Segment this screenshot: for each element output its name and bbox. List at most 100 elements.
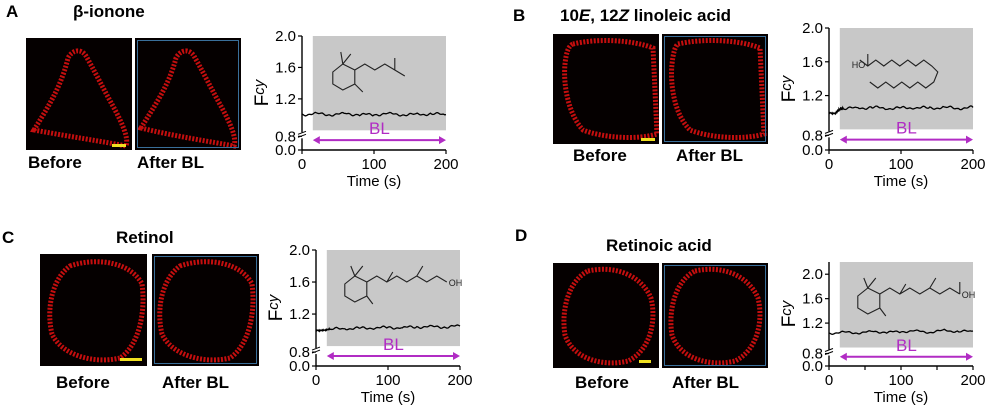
- x-tick-label: 200: [433, 156, 458, 173]
- fluorescence-chart: OH 0.00.8 1.2 1.6 2.0 0 100 200 Time (s) Fcy BL: [778, 262, 986, 406]
- scale-bar: [112, 144, 126, 147]
- axis-break-mark: [311, 346, 321, 351]
- x-tick-label: 0: [312, 372, 320, 389]
- bl-label: BL: [896, 336, 917, 355]
- bl-arrow-head-right: [453, 352, 460, 361]
- y-axis-label-subscript: cy: [265, 293, 282, 310]
- after-label: After BL: [672, 373, 740, 392]
- panel-title: Retinoic acid: [606, 236, 712, 255]
- axis-break-mark: [824, 129, 834, 134]
- x-axis-label: Time (s): [361, 389, 415, 406]
- y-axis-label: Fcy: [251, 78, 273, 106]
- scale-bar: [639, 360, 651, 363]
- y-tick-label: 1.2: [289, 306, 310, 323]
- molecule-bonds: [859, 54, 939, 89]
- y-axis-label-subscript: cy: [778, 74, 795, 91]
- fluorescence-trace: [301, 111, 447, 117]
- y-tick-label: 0.0: [802, 358, 823, 375]
- before-label: Before: [575, 373, 629, 392]
- x-tick-label: 100: [361, 156, 386, 173]
- y-tick-label: 0.8: [275, 128, 296, 145]
- fluorescence-trace: [315, 324, 461, 333]
- x-tick-label: 0: [825, 372, 833, 389]
- y-tick-label: 2.0: [275, 28, 296, 45]
- panel-letter: A: [6, 2, 19, 21]
- bl-label: BL: [383, 335, 404, 354]
- x-axis-label: Time (s): [874, 173, 928, 190]
- panel-title: β-ionone: [73, 2, 145, 21]
- panel-letter: C: [2, 228, 15, 247]
- after-label: After BL: [162, 373, 230, 392]
- x-tick-label: 200: [960, 156, 985, 173]
- illumination-region: [839, 262, 973, 348]
- fluorescence-chart: HO 0.00.8 1.2 1.6 2.0 0 100 200 Time (s) Fcy BL: [778, 20, 986, 190]
- molecule-bonds: [857, 277, 961, 317]
- micrograph-after: [662, 34, 768, 144]
- panel-title: Retinol: [116, 228, 174, 247]
- x-tick-label: 200: [960, 372, 985, 389]
- y-tick-label: 2.0: [802, 20, 823, 37]
- fluorescence-trace: [828, 105, 974, 116]
- x-axis-label: Time (s): [874, 389, 928, 406]
- micrograph-before: [40, 254, 147, 366]
- x-axis-label: Time (s): [347, 173, 401, 190]
- y-tick-label: 1.6: [802, 291, 823, 308]
- micrograph-before: [553, 263, 659, 368]
- fluorescence-chart: 0.00.8 1.2 1.6 2.0 0 100 200 Time (s) Fcy BL: [251, 28, 459, 190]
- molecule-bonds: [332, 51, 406, 93]
- y-tick-label: 2.0: [802, 266, 823, 283]
- scale-bar: [120, 358, 142, 361]
- y-axis-label: Fcy: [265, 293, 287, 321]
- y-axis-label-subscript: cy: [251, 78, 268, 95]
- micrograph-before: [553, 34, 659, 144]
- after-label: After BL: [676, 146, 744, 165]
- y-axis-label-subscript: cy: [778, 299, 795, 316]
- beta-ionone-structure: [332, 51, 406, 93]
- fluorescence-chart: OH 0.00.8 1.2 1.6 2.0 0 100 200 Time (s) Fcy BL: [265, 242, 473, 406]
- y-tick-label: 1.2: [802, 315, 823, 332]
- axis-break-mark: [824, 348, 834, 352]
- x-tick-label: 100: [888, 156, 913, 173]
- y-tick-label: 1.2: [275, 91, 296, 108]
- panel-letter: B: [513, 6, 526, 25]
- illumination-region: [839, 28, 973, 130]
- molecule-label: HO: [852, 60, 866, 70]
- bl-arrow-head-left: [326, 352, 334, 361]
- scale-bar: [641, 138, 655, 141]
- y-tick-label: 1.6: [802, 54, 823, 71]
- micrograph-after: [135, 38, 241, 150]
- bl-arrow-head-left: [839, 352, 847, 361]
- micrograph-after: [662, 263, 768, 368]
- y-tick-label: 1.6: [275, 59, 296, 76]
- x-tick-label: 200: [447, 372, 472, 389]
- bl-label: BL: [369, 119, 390, 138]
- bl-arrow-head-right: [439, 136, 446, 145]
- y-tick-label: 0.0: [289, 358, 310, 375]
- y-tick-label: 0.8: [802, 127, 823, 144]
- before-label: Before: [56, 373, 110, 392]
- molecule-bonds: [344, 265, 448, 305]
- molecule-label: OH: [962, 290, 976, 300]
- y-axis-label: Fcy: [778, 299, 800, 327]
- x-tick-label: 100: [888, 372, 913, 389]
- x-tick-label: 0: [298, 156, 306, 173]
- after-label: After BL: [137, 153, 205, 172]
- illumination-region: [326, 250, 460, 347]
- x-tick-label: 0: [825, 156, 833, 173]
- micrograph-before: [26, 38, 132, 150]
- linoleic-acid-structure: HO: [852, 54, 939, 89]
- y-tick-label: 0.8: [289, 344, 310, 361]
- before-label: Before: [28, 153, 82, 172]
- y-tick-label: 0.0: [275, 142, 296, 159]
- axis-break-mark: [297, 130, 307, 135]
- before-label: Before: [573, 146, 627, 165]
- bl-arrow-head-right: [966, 352, 973, 361]
- y-tick-label: 0.8: [802, 346, 823, 363]
- y-tick-label: 2.0: [289, 242, 310, 259]
- panel-letter: D: [515, 226, 528, 245]
- fluorescence-trace: [828, 328, 974, 335]
- retinol-structure: OH: [344, 265, 463, 305]
- molecule-label: OH: [449, 278, 463, 288]
- bl-arrow-head-right: [966, 135, 973, 144]
- bl-arrow-head-left: [839, 135, 847, 144]
